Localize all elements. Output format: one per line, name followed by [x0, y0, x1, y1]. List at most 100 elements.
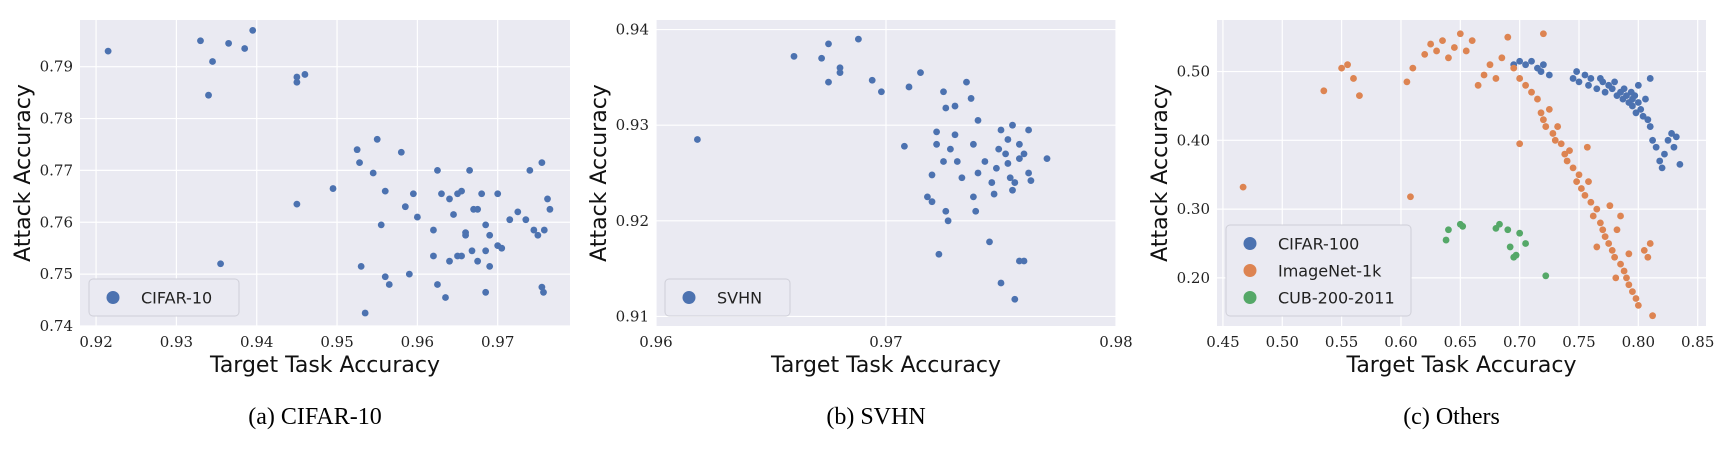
data-point	[1462, 47, 1470, 55]
data-point	[1634, 81, 1642, 89]
data-point	[1009, 186, 1016, 194]
data-point	[458, 187, 465, 195]
data-point	[540, 288, 547, 296]
data-point	[1016, 155, 1023, 163]
data-point	[293, 78, 301, 86]
data-point	[1634, 301, 1642, 309]
data-point	[197, 37, 204, 45]
data-point	[1320, 87, 1328, 95]
data-point	[951, 131, 959, 139]
data-point	[1613, 226, 1621, 234]
data-point	[1350, 75, 1357, 82]
data-point	[1356, 92, 1363, 100]
data-point	[530, 226, 538, 234]
data-point	[951, 102, 959, 110]
data-point	[1522, 240, 1529, 247]
data-point	[1670, 143, 1678, 151]
data-point	[377, 221, 385, 229]
data-point	[381, 273, 389, 281]
data-point	[1656, 157, 1664, 165]
y-tick-label: 0.79	[40, 58, 73, 76]
data-point	[1025, 126, 1032, 134]
y-tick-label: 0.30	[1177, 200, 1210, 218]
data-point	[514, 208, 522, 216]
data-point	[1585, 178, 1592, 185]
data-point	[1596, 219, 1604, 227]
series-cub-200-2011	[1442, 220, 1550, 280]
data-point	[1581, 191, 1589, 199]
data-point	[526, 167, 534, 174]
data-point	[356, 159, 363, 167]
data-point	[1433, 47, 1440, 55]
data-point	[1601, 88, 1609, 96]
data-point	[1632, 109, 1640, 117]
data-point	[1599, 78, 1607, 86]
data-point	[905, 83, 913, 91]
data-point	[1474, 81, 1482, 89]
data-point	[1573, 68, 1581, 75]
legend-box	[664, 278, 791, 317]
data-point	[1649, 136, 1656, 144]
data-point	[1407, 193, 1414, 201]
data-point	[1344, 61, 1351, 69]
y-axis-label: Attack Accuracy	[1148, 84, 1173, 262]
data-point	[1043, 155, 1051, 163]
data-point	[942, 104, 950, 112]
data-point	[544, 195, 551, 203]
data-point	[933, 128, 940, 136]
data-point	[1504, 33, 1512, 41]
legend: CIFAR-100 ImageNet-1k CUB-200-2011	[1225, 224, 1412, 317]
data-point	[1004, 136, 1012, 143]
data-point	[442, 294, 449, 301]
data-point	[1516, 140, 1524, 148]
data-point	[1642, 95, 1649, 103]
data-point	[818, 54, 825, 62]
data-point	[409, 190, 417, 198]
y-tick-label: 0.74	[40, 317, 73, 335]
data-point	[361, 309, 369, 317]
y-tick-label: 0.93	[616, 116, 649, 134]
plot-area	[80, 20, 570, 326]
data-point	[1611, 253, 1619, 261]
data-point	[217, 260, 224, 268]
data-point	[534, 231, 542, 239]
data-point	[940, 88, 947, 96]
data-point	[1629, 95, 1636, 103]
data-point	[1605, 240, 1613, 247]
data-point	[1646, 75, 1654, 82]
data-point	[933, 140, 940, 148]
data-point	[474, 257, 482, 265]
data-point	[928, 171, 936, 179]
data-point	[385, 281, 393, 288]
y-tick-label: 0.75	[40, 265, 73, 283]
data-point	[836, 69, 844, 76]
data-point	[438, 190, 445, 198]
data-point	[1611, 78, 1619, 86]
x-tick-label: 0.93	[160, 333, 193, 351]
data-point	[935, 250, 943, 258]
data-point	[494, 190, 502, 198]
data-point	[241, 45, 249, 52]
data-point	[981, 158, 989, 165]
legend: SVHN	[664, 278, 791, 317]
data-point	[1612, 274, 1620, 282]
data-point	[494, 242, 502, 250]
data-point	[1239, 183, 1247, 191]
x-tick-label: 0.75	[1562, 333, 1595, 351]
data-point	[1011, 179, 1019, 186]
data-point	[1450, 44, 1458, 51]
data-point	[1632, 295, 1640, 302]
data-point	[1581, 71, 1589, 79]
data-point	[293, 73, 301, 81]
data-point	[1542, 123, 1550, 130]
chart-panel-2: 0.96 0.97 0.98 0.91 0.92 0.93 0.94 Target Task …	[587, 20, 1133, 430]
data-point	[790, 52, 798, 60]
data-point	[486, 262, 494, 270]
y-tick-label: 0.76	[40, 213, 73, 231]
data-point	[1545, 105, 1553, 113]
data-point	[482, 288, 490, 296]
data-point	[1537, 109, 1545, 117]
data-point	[1561, 150, 1569, 158]
data-point	[1516, 229, 1524, 237]
data-point	[482, 221, 490, 229]
